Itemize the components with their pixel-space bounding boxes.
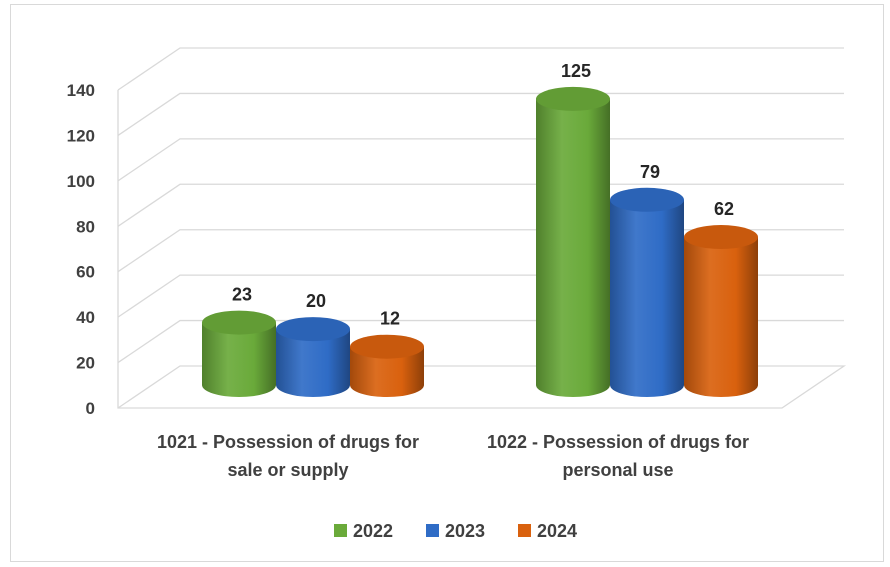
bar [684,225,758,397]
y-tick-label: 0 [86,399,95,418]
bar-top [276,317,350,342]
bar-top [202,310,276,335]
bar [276,317,350,397]
legend-label: 2024 [537,521,577,541]
x-category-label: 1022 - Possession of drugs for [487,432,749,452]
bar-body [684,237,758,397]
x-category-label: 1021 - Possession of drugs for [157,432,419,452]
legend-swatch [334,524,347,537]
y-tick-label: 120 [67,126,95,145]
legend-item: 2024 [518,521,577,541]
gridline [117,47,844,91]
bar [536,86,610,397]
data-label: 20 [306,291,326,311]
legend-label: 2023 [445,521,485,541]
data-label: 125 [561,61,591,81]
y-tick-label: 100 [67,172,95,191]
bar-body [202,322,276,397]
bar-body [610,199,684,397]
bar-body [350,346,424,397]
bar-top [610,187,684,212]
bar-top [536,86,610,111]
legend-item: 2023 [426,521,485,541]
y-tick-label: 140 [67,81,95,100]
legend-swatch [518,524,531,537]
data-labels: 23 20 12 125 79 62 [232,61,734,329]
x-category-label: personal use [562,460,673,480]
legend-item: 2022 [334,521,393,541]
bar [350,334,424,397]
gridline [117,92,844,136]
bar-body [276,329,350,397]
data-label: 62 [714,199,734,219]
bar-top [684,225,758,250]
y-tick-label: 40 [76,308,95,327]
bar-body [536,98,610,397]
bar [202,310,276,397]
x-category-label: sale or supply [227,460,348,480]
y-axis-ticks: 0 20 40 60 80 100 120 140 [67,81,95,418]
data-label: 23 [232,285,252,305]
chart-bars [202,86,758,397]
bar [610,187,684,397]
gridline [117,183,844,227]
floor-outline [117,90,847,409]
data-label: 12 [380,309,400,329]
bar-top [350,334,424,359]
y-tick-label: 20 [76,354,95,373]
y-tick-label: 60 [76,263,95,282]
gridline [117,138,844,182]
legend-swatch [426,524,439,537]
legend-label: 2022 [353,521,393,541]
y-tick-label: 80 [76,217,95,236]
x-axis-categories: 1021 - Possession of drugs for sale or su… [157,432,749,480]
legend: 2022 2023 2024 [334,521,577,541]
data-label: 79 [640,162,660,182]
